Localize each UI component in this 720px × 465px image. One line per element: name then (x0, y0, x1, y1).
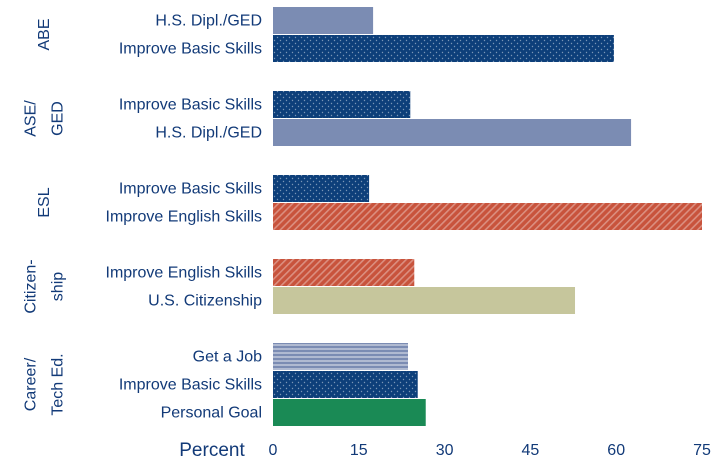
bar (273, 287, 576, 314)
group-label: ESL (36, 187, 53, 217)
bar-label: H.S. Dipl./GED (155, 125, 262, 142)
x-tick-label: 45 (522, 442, 540, 459)
bar (273, 91, 411, 118)
bar-label: Improve Basic Skills (119, 181, 262, 198)
x-tick-label: 75 (693, 442, 711, 459)
bar (273, 7, 374, 34)
x-tick-label: 15 (350, 442, 368, 459)
bar-label: Improve Basic Skills (119, 377, 262, 394)
group-label: ship (50, 272, 67, 301)
bar (273, 259, 415, 286)
bar-label: Improve English Skills (106, 265, 263, 282)
bar (273, 399, 426, 426)
bar-label: H.S. Dipl./GED (155, 13, 262, 30)
bar-label: Personal Goal (161, 405, 262, 422)
bar-label: Get a Job (193, 349, 262, 366)
x-tick-label: 0 (269, 442, 278, 459)
group-label: ABE (36, 18, 53, 50)
x-tick-label: 30 (436, 442, 454, 459)
bar (273, 343, 408, 370)
x-tick-label: 60 (607, 442, 625, 459)
bar-label: Improve Basic Skills (119, 41, 262, 58)
x-axis-label: Percent (179, 440, 245, 461)
group-label: Citizen- (23, 259, 40, 313)
bar (273, 35, 614, 62)
bar (273, 175, 370, 202)
bar-label: U.S. Citizenship (148, 293, 262, 310)
bar (273, 371, 418, 398)
group-label: GED (50, 101, 67, 136)
group-label: Career/ (23, 357, 40, 411)
bar-label: Improve English Skills (106, 209, 263, 226)
group-label: Tech Ed. (50, 353, 67, 415)
group-label: ASE/ (23, 100, 40, 137)
bar (273, 203, 702, 230)
bar-label: Improve Basic Skills (119, 97, 262, 114)
bar (273, 119, 632, 146)
